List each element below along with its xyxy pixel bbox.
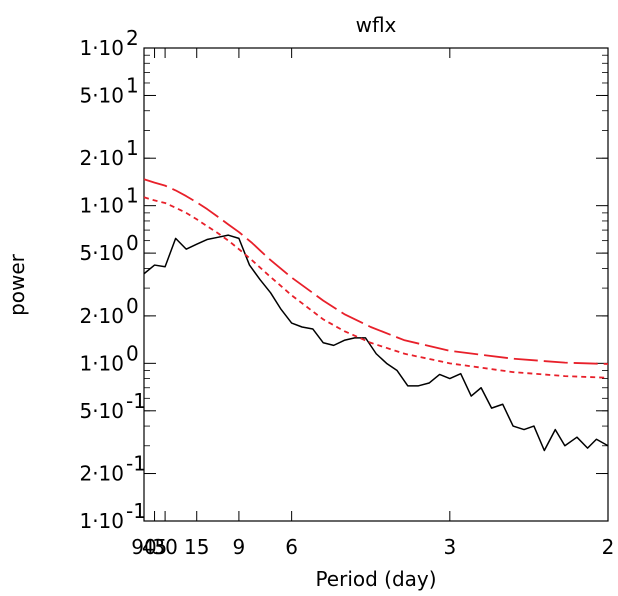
y-tick-separator: ·10 <box>92 146 124 170</box>
y-tick-mantissa: 1 <box>79 194 92 218</box>
plot-frame <box>143 47 609 522</box>
y-tick-mantissa: 5 <box>79 83 92 107</box>
y-tick-mantissa: 1 <box>79 36 92 60</box>
y-tick-exponent: 0 <box>126 294 139 318</box>
y-tick-separator: ·10 <box>92 36 124 60</box>
y-tick-label: 5·10 <box>79 83 124 107</box>
x-tick-label: 15 <box>184 535 209 559</box>
y-tick-mantissa: 5 <box>79 241 92 265</box>
y-tick-separator: ·10 <box>92 194 124 218</box>
x-tick-label: 90 <box>131 535 156 559</box>
y-tick-exponent: 1 <box>126 73 139 97</box>
y-tick-label: 5·10 <box>79 241 124 265</box>
x-tick-label: 2 <box>602 535 615 559</box>
y-tick-exponent: -1 <box>126 452 146 476</box>
y-axis-label: power <box>5 253 29 316</box>
y-tick-label: 2·10 <box>79 304 124 328</box>
y-tick-exponent: 0 <box>126 341 139 365</box>
y-tick-mantissa: 2 <box>79 304 92 328</box>
x-tick-label: 9 <box>233 535 246 559</box>
x-tick-label: 45 <box>142 535 167 559</box>
y-tick-label: 2·10 <box>79 146 124 170</box>
x-axis-top-ticks <box>143 48 609 58</box>
series-group <box>143 178 609 452</box>
y-tick-exponent: 0 <box>126 231 139 255</box>
y-tick-separator: ·10 <box>92 399 124 423</box>
series-line-long-dashed <box>143 178 609 365</box>
y-tick-mantissa: 5 <box>79 399 92 423</box>
x-tick-label: 3 <box>443 535 456 559</box>
y-tick-separator: ·10 <box>92 351 124 375</box>
y-tick-label: 2·10 <box>79 462 124 486</box>
y-tick-label: 1·10 <box>79 36 124 60</box>
y-tick-label: 1·10 <box>79 194 124 218</box>
y-tick-exponent: 1 <box>126 184 139 208</box>
y-axis-left-ticks: 1·10 -12·10 -15·10 -11·10 02·10 05·10 01·10 12·… <box>79 26 156 533</box>
series-line-solid <box>143 234 609 452</box>
y-tick-exponent: -1 <box>126 499 146 523</box>
y-tick-separator: ·10 <box>92 462 124 486</box>
x-tick-label: 30 <box>152 535 177 559</box>
chart-title: wflx <box>356 13 397 37</box>
y-tick-exponent: -1 <box>126 389 146 413</box>
y-tick-mantissa: 2 <box>79 462 92 486</box>
x-axis-label: Period (day) <box>315 567 436 591</box>
y-tick-label: 5·10 <box>79 399 124 423</box>
y-tick-mantissa: 1 <box>79 509 92 533</box>
x-tick-label: 6 <box>285 535 298 559</box>
y-tick-exponent: 2 <box>126 26 139 50</box>
y-tick-separator: ·10 <box>92 509 124 533</box>
y-tick-mantissa: 2 <box>79 146 92 170</box>
y-tick-exponent: 1 <box>126 136 139 160</box>
y-tick-separator: ·10 <box>92 83 124 107</box>
y-tick-label: 1·10 <box>79 509 124 533</box>
y-tick-separator: ·10 <box>92 241 124 265</box>
y-tick-mantissa: 1 <box>79 351 92 375</box>
series-line-dashed <box>143 196 609 379</box>
y-tick-separator: ·10 <box>92 304 124 328</box>
y-tick-label: 1·10 <box>79 351 124 375</box>
y-axis-right-ticks <box>596 47 608 522</box>
